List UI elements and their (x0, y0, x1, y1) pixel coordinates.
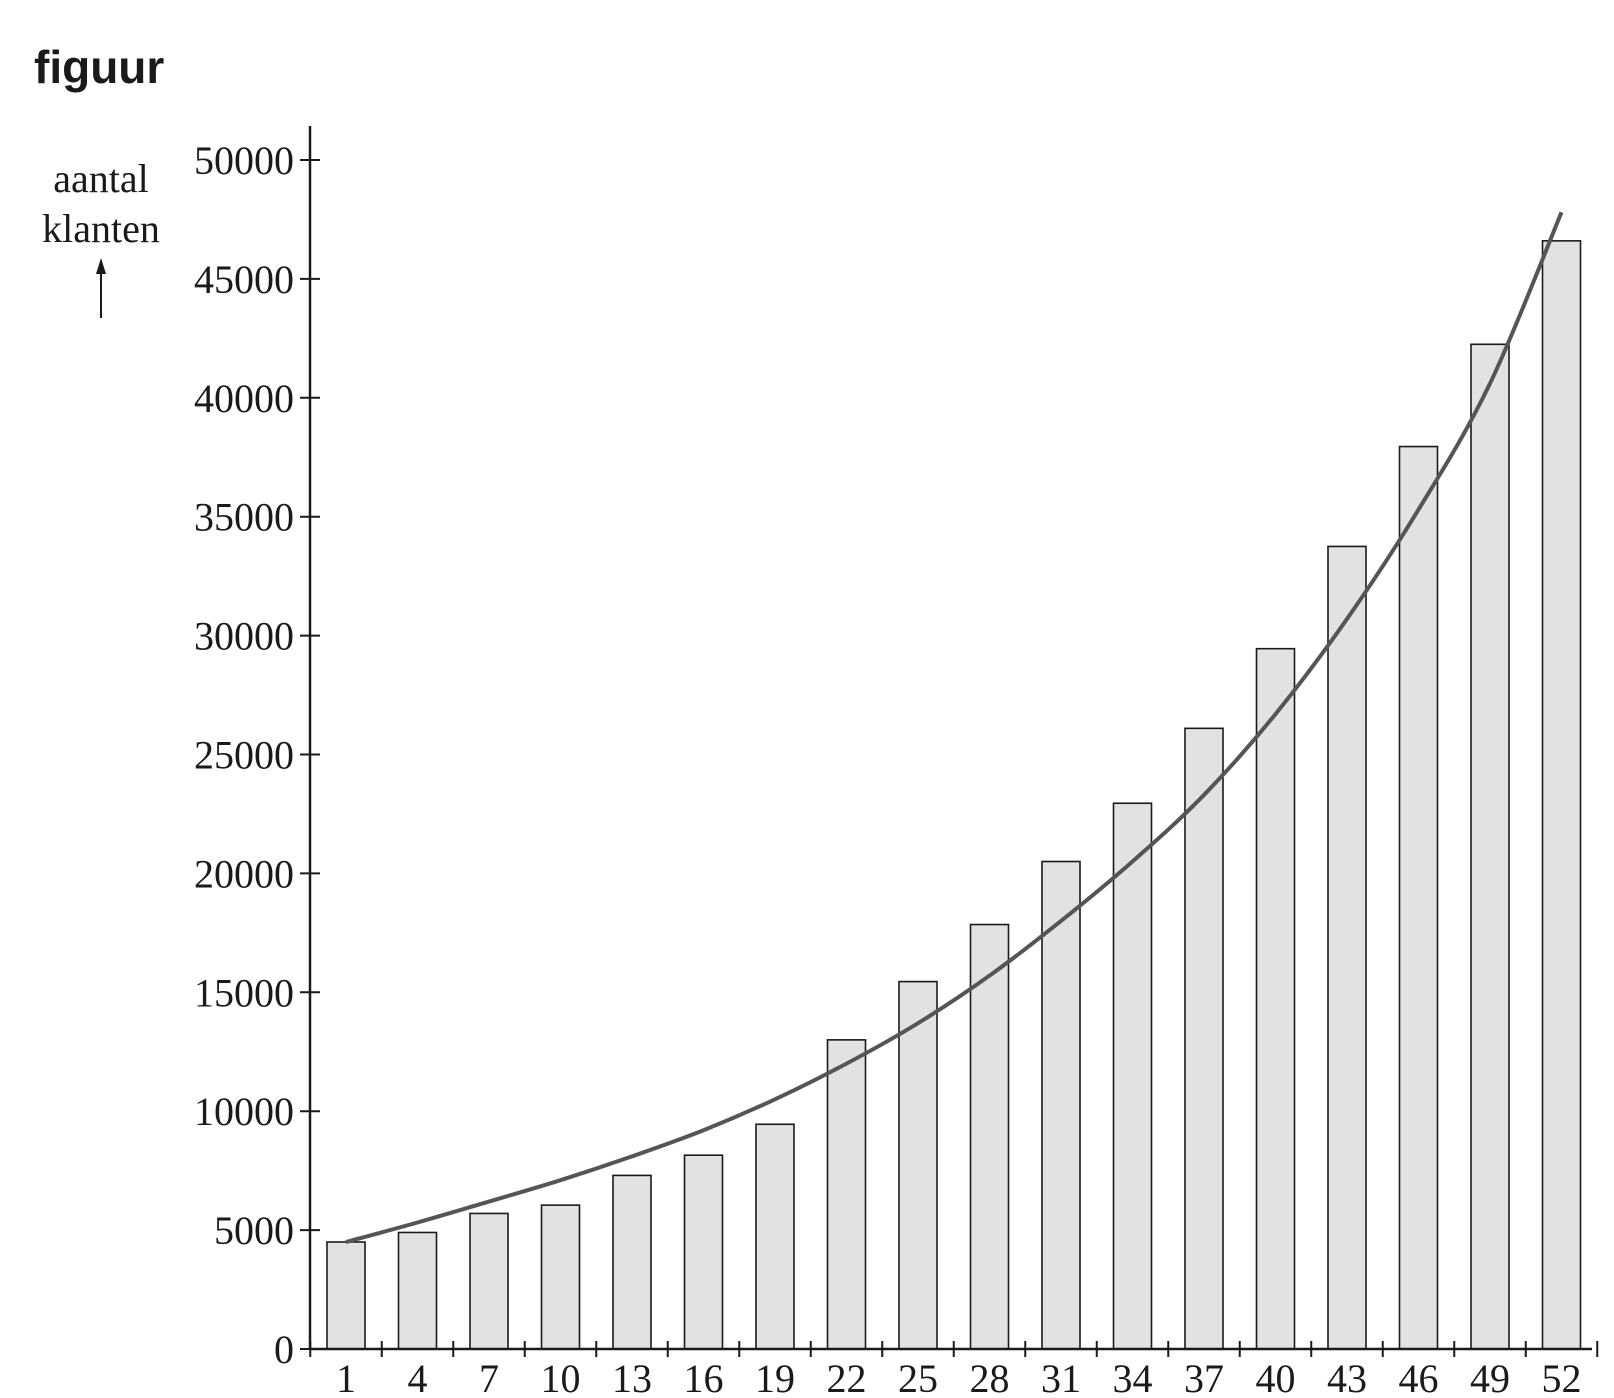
y-tick-label: 45000 (194, 257, 294, 302)
x-tick-label: 46 (1399, 1356, 1439, 1398)
bar-25 (898, 980, 938, 1350)
x-tick-label: 31 (1041, 1356, 1081, 1398)
x-tick-label: 13 (612, 1356, 652, 1398)
x-tick-label: 19 (755, 1356, 795, 1398)
bar-10 (540, 1204, 581, 1350)
y-axis-title-line1: aantal (53, 156, 149, 201)
bars-group (326, 240, 1582, 1350)
y-tick-label: 15000 (194, 970, 294, 1015)
y-tick-label: 20000 (194, 851, 294, 896)
bar-4 (397, 1231, 438, 1350)
bar-31 (1041, 860, 1081, 1350)
x-tick-label: 1 (336, 1356, 356, 1398)
x-tick-label: 7 (479, 1356, 499, 1398)
bar-16 (683, 1154, 724, 1350)
x-ticks-group: 1 4 7 10 13 16 19 22 25 28 31 34 37 40 43 46 49 52 (309, 1341, 1599, 1398)
bar-7 (469, 1212, 509, 1350)
bar-19 (755, 1123, 795, 1350)
x-tick-label: 34 (1113, 1356, 1153, 1398)
bar-22 (826, 1039, 867, 1350)
bar-46 (1398, 445, 1439, 1350)
bar-34 (1112, 802, 1153, 1350)
up-arrow-icon (96, 258, 106, 318)
bar-13 (612, 1174, 652, 1350)
x-tick-label: 52 (1542, 1356, 1582, 1398)
bar-37 (1184, 727, 1224, 1350)
y-tick-label: 10000 (194, 1089, 294, 1134)
x-tick-label: 4 (408, 1356, 428, 1398)
x-tick-label: 10 (541, 1356, 581, 1398)
x-tick-label: 40 (1256, 1356, 1296, 1398)
x-tick-label: 25 (898, 1356, 938, 1398)
bar-49 (1470, 343, 1510, 1350)
x-tick-label: 16 (684, 1356, 724, 1398)
x-tick-label: 49 (1470, 1356, 1510, 1398)
y-ticks-group: 0 5000 10000 15000 20000 25000 30000 35000 40000… (194, 138, 320, 1372)
bar-43 (1327, 545, 1367, 1350)
bar-52 (1541, 240, 1582, 1350)
y-tick-label: 0 (274, 1327, 294, 1372)
y-tick-label: 35000 (194, 495, 294, 540)
x-tick-label: 37 (1184, 1356, 1224, 1398)
y-tick-label: 40000 (194, 376, 294, 421)
bar-1 (326, 1241, 366, 1350)
bar-40 (1255, 647, 1296, 1350)
x-tick-label: 43 (1327, 1356, 1367, 1398)
y-tick-label: 5000 (214, 1208, 294, 1253)
y-axis-title-line2: klanten (42, 206, 160, 251)
x-tick-label: 22 (827, 1356, 867, 1398)
y-tick-label: 25000 (194, 733, 294, 778)
bar-28 (969, 923, 1010, 1350)
page-title: figuur (34, 41, 165, 93)
trend-curve (345, 211, 1564, 1244)
y-tick-label: 30000 (194, 614, 294, 659)
x-tick-label: 28 (970, 1356, 1010, 1398)
y-tick-label: 50000 (194, 138, 294, 183)
